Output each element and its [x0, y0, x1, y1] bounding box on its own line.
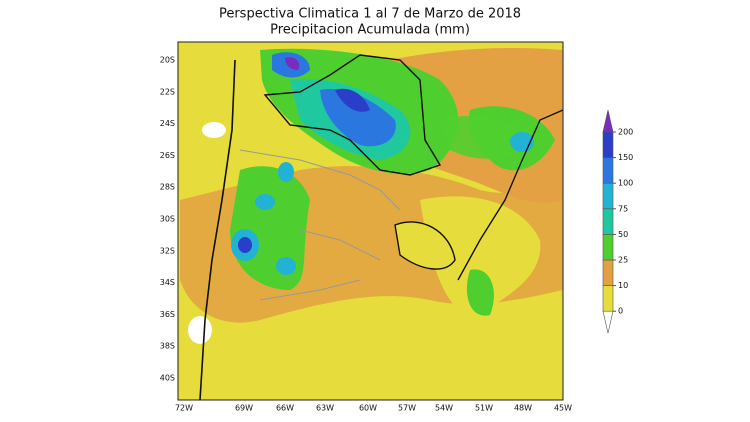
colorbar-arrow [602, 109, 614, 133]
lon-label: 54W [435, 404, 453, 413]
colorbar-label: 0 [618, 307, 623, 316]
colorbar-segment [602, 285, 614, 312]
colorbar-segment [602, 234, 614, 261]
lat-label: 34S [160, 278, 175, 287]
colorbar-arrow [602, 310, 614, 334]
lon-label: 57W [398, 404, 416, 413]
colorbar-label: 50 [618, 230, 628, 239]
lat-label: 36S [160, 310, 175, 319]
lon-label: 45W [554, 404, 572, 413]
colorbar-segment [602, 182, 614, 210]
lon-label: 51W [475, 404, 493, 413]
colorbar-label: 150 [618, 153, 633, 162]
lat-label: 30S [160, 215, 175, 224]
lat-label: 26S [160, 151, 175, 160]
colorbar-label: 100 [618, 179, 633, 188]
lat-label: 28S [160, 183, 175, 192]
lon-label: 63W [316, 404, 334, 413]
colorbar-label: 200 [618, 128, 633, 137]
subtitle: Precipitacion Acumulada (mm) [270, 23, 470, 38]
colorbar-label: 75 [618, 204, 628, 213]
colorbar-segment [602, 157, 614, 184]
lon-label: 72W [175, 404, 193, 413]
lon-label: 66W [276, 404, 294, 413]
lon-label: 69W [235, 404, 253, 413]
lon-label: 48W [514, 404, 532, 413]
lat-label: 38S [160, 342, 175, 351]
colorbar-segment [602, 131, 614, 158]
lat-label: 20S [160, 56, 175, 65]
lon-label: 60W [359, 404, 377, 413]
lat-label: 22S [160, 87, 175, 96]
lat-label: 40S [160, 374, 175, 383]
colorbar-label: 25 [618, 256, 628, 265]
colorbar-label: 10 [618, 281, 628, 290]
colorbar-segment [602, 208, 614, 235]
map [177, 41, 564, 401]
lat-label: 32S [160, 246, 175, 255]
title: Perspectiva Climatica 1 al 7 de Marzo de… [219, 7, 521, 22]
lat-label: 24S [160, 119, 175, 128]
colorbar-segment [602, 259, 614, 286]
